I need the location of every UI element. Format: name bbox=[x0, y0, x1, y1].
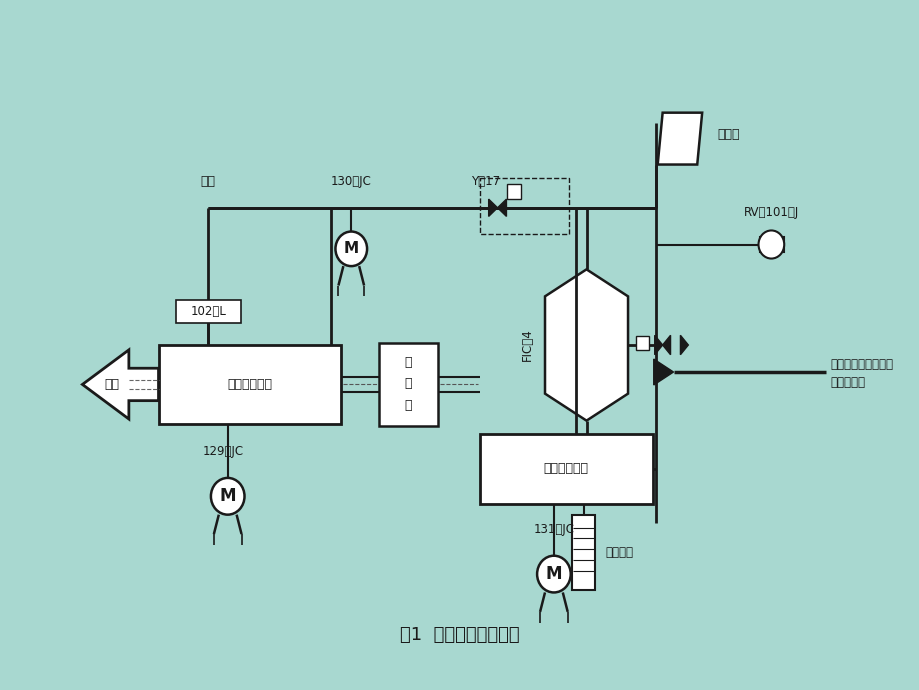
Polygon shape bbox=[497, 199, 505, 217]
Text: 筱: 筱 bbox=[404, 399, 412, 412]
Circle shape bbox=[210, 478, 244, 515]
Bar bbox=[158, 345, 341, 424]
Text: 透平: 透平 bbox=[105, 378, 119, 391]
Text: 去一段炉对流段干热: 去一段炉对流段干热 bbox=[830, 358, 892, 371]
Text: 131－JC: 131－JC bbox=[533, 523, 573, 536]
Text: 消音器: 消音器 bbox=[716, 128, 739, 141]
Text: FIC－4: FIC－4 bbox=[520, 328, 533, 362]
Text: 图1  空气压缩机流程图: 图1 空气压缩机流程图 bbox=[400, 626, 519, 644]
Circle shape bbox=[335, 232, 367, 266]
Bar bbox=[759, 237, 783, 252]
Polygon shape bbox=[657, 112, 701, 164]
Bar bbox=[176, 299, 240, 324]
Circle shape bbox=[537, 555, 570, 593]
Text: 仪表空气: 仪表空气 bbox=[605, 546, 632, 559]
Text: 压缩机低压缸: 压缩机低压缸 bbox=[227, 378, 272, 391]
Text: 129－JC: 129－JC bbox=[202, 446, 243, 458]
Bar bbox=[379, 343, 437, 426]
Polygon shape bbox=[662, 335, 670, 355]
Text: M: M bbox=[545, 565, 562, 583]
Text: 130－JC: 130－JC bbox=[331, 175, 371, 188]
Text: Y－17: Y－17 bbox=[471, 175, 500, 188]
Text: 增: 增 bbox=[404, 356, 412, 368]
Text: 102－L: 102－L bbox=[190, 305, 226, 318]
Text: RV－101－J: RV－101－J bbox=[743, 206, 798, 219]
Polygon shape bbox=[653, 359, 673, 385]
Text: 速: 速 bbox=[404, 377, 412, 391]
Bar bbox=[635, 336, 648, 351]
Text: M: M bbox=[220, 487, 235, 505]
Text: M: M bbox=[344, 241, 358, 256]
Circle shape bbox=[757, 230, 783, 259]
Text: 后到二段炉: 后到二段炉 bbox=[830, 376, 865, 389]
Polygon shape bbox=[488, 199, 497, 217]
Bar bbox=[479, 177, 568, 234]
Polygon shape bbox=[654, 335, 662, 355]
Polygon shape bbox=[680, 335, 687, 355]
Polygon shape bbox=[544, 269, 628, 421]
Bar bbox=[479, 433, 652, 504]
Text: 压缩机高压缸: 压缩机高压缸 bbox=[543, 462, 588, 475]
Text: 大气: 大气 bbox=[200, 175, 215, 188]
Bar bbox=[507, 184, 521, 199]
Polygon shape bbox=[83, 350, 158, 419]
Bar bbox=[571, 515, 595, 591]
